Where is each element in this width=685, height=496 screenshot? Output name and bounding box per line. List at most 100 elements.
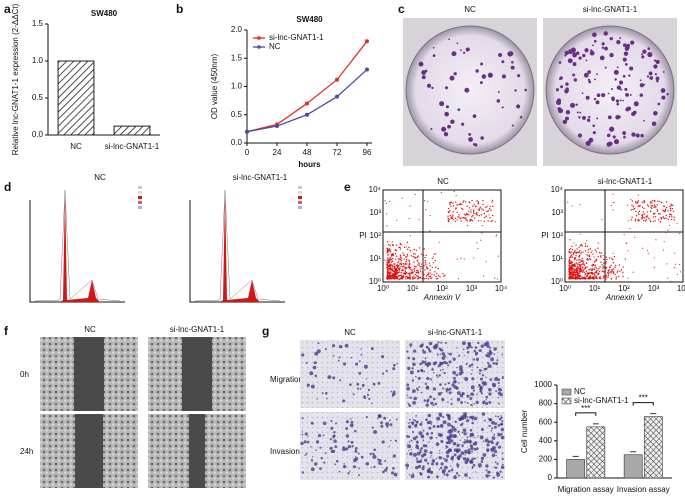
event: [576, 259, 578, 261]
stained-cell: [304, 454, 306, 457]
x-tick-label: 48: [303, 148, 312, 157]
event: [589, 268, 591, 271]
event: [571, 271, 573, 273]
event: [599, 275, 601, 278]
event: [579, 272, 581, 274]
stained-cell: [433, 345, 436, 348]
stained-cell: [428, 426, 432, 430]
stained-cell: [447, 364, 450, 367]
y-tick-label: 10⁴: [369, 185, 382, 194]
event: [390, 255, 393, 257]
event: [420, 253, 423, 255]
legend-box: [298, 186, 302, 189]
stained-cell: [478, 372, 481, 375]
event: [572, 275, 574, 278]
event: [573, 242, 575, 244]
stained-cell: [300, 441, 304, 446]
stained-cell: [476, 366, 479, 369]
event: [575, 271, 577, 274]
event: [489, 205, 491, 208]
event: [452, 218, 454, 221]
event: [470, 209, 472, 211]
colony: [617, 115, 621, 119]
colony: [619, 36, 622, 39]
stained-cell: [456, 366, 458, 369]
stained-cell: [426, 462, 430, 465]
stained-cell: [465, 362, 468, 366]
event: [406, 248, 409, 251]
event: [404, 262, 407, 265]
event: [389, 256, 392, 259]
y-tick-label: 10²: [369, 231, 381, 240]
event: [462, 201, 464, 203]
stained-cell: [499, 470, 502, 473]
stained-cell: [449, 428, 454, 433]
stained-cell: [382, 372, 385, 375]
stained-cell: [301, 417, 304, 420]
stained-cell: [483, 419, 486, 422]
stained-cell: [329, 446, 333, 451]
event: [622, 271, 624, 274]
event: [418, 218, 420, 221]
stained-cell: [450, 465, 452, 467]
colony: [646, 75, 650, 78]
colony: [589, 50, 595, 56]
event: [586, 266, 588, 268]
event: [399, 263, 401, 265]
event: [581, 251, 583, 254]
event: [576, 248, 578, 250]
stained-cell: [312, 365, 317, 370]
stained-cell: [409, 452, 412, 455]
stained-cell: [411, 379, 415, 382]
event: [591, 277, 594, 279]
event: [568, 259, 571, 261]
stained-cell: [319, 446, 322, 449]
stained-cell: [409, 346, 412, 348]
event: [650, 201, 652, 203]
event: [612, 201, 614, 203]
stained-cell: [412, 452, 417, 457]
event: [474, 205, 477, 208]
event: [679, 233, 681, 235]
event: [622, 266, 624, 268]
legend-box: [298, 201, 302, 204]
event: [660, 218, 662, 220]
stained-cell: [438, 468, 441, 471]
stained-cell: [345, 420, 349, 424]
stained-cell: [441, 398, 444, 401]
event: [392, 254, 394, 256]
event: [591, 273, 594, 275]
stained-cell: [416, 451, 421, 456]
event: [652, 212, 655, 215]
event: [588, 257, 591, 260]
stained-cell: [487, 364, 492, 369]
event: [425, 208, 427, 211]
stained-cell: [459, 393, 464, 398]
stained-cell: [412, 400, 416, 405]
stained-cell: [458, 433, 461, 435]
event: [406, 258, 408, 261]
stained-cell: [329, 438, 332, 441]
event: [472, 205, 474, 208]
stained-cell: [429, 436, 433, 440]
event: [587, 251, 589, 253]
event: [414, 257, 416, 259]
stained-cell: [497, 415, 500, 418]
event: [578, 261, 580, 264]
colony: [475, 69, 479, 73]
event: [575, 275, 577, 277]
stained-cell: [418, 386, 421, 388]
event: [432, 261, 435, 264]
stained-cell: [334, 463, 337, 466]
colony: [564, 50, 570, 55]
colony: [587, 118, 591, 121]
event: [386, 263, 389, 266]
event: [597, 269, 599, 271]
stained-cell: [483, 342, 488, 347]
event: [434, 271, 436, 273]
event: [463, 258, 465, 260]
x-tick-label: si-lnc-GNAT1-1: [105, 142, 160, 151]
plate: [405, 25, 535, 155]
event: [472, 215, 474, 217]
stained-cell: [480, 344, 484, 348]
